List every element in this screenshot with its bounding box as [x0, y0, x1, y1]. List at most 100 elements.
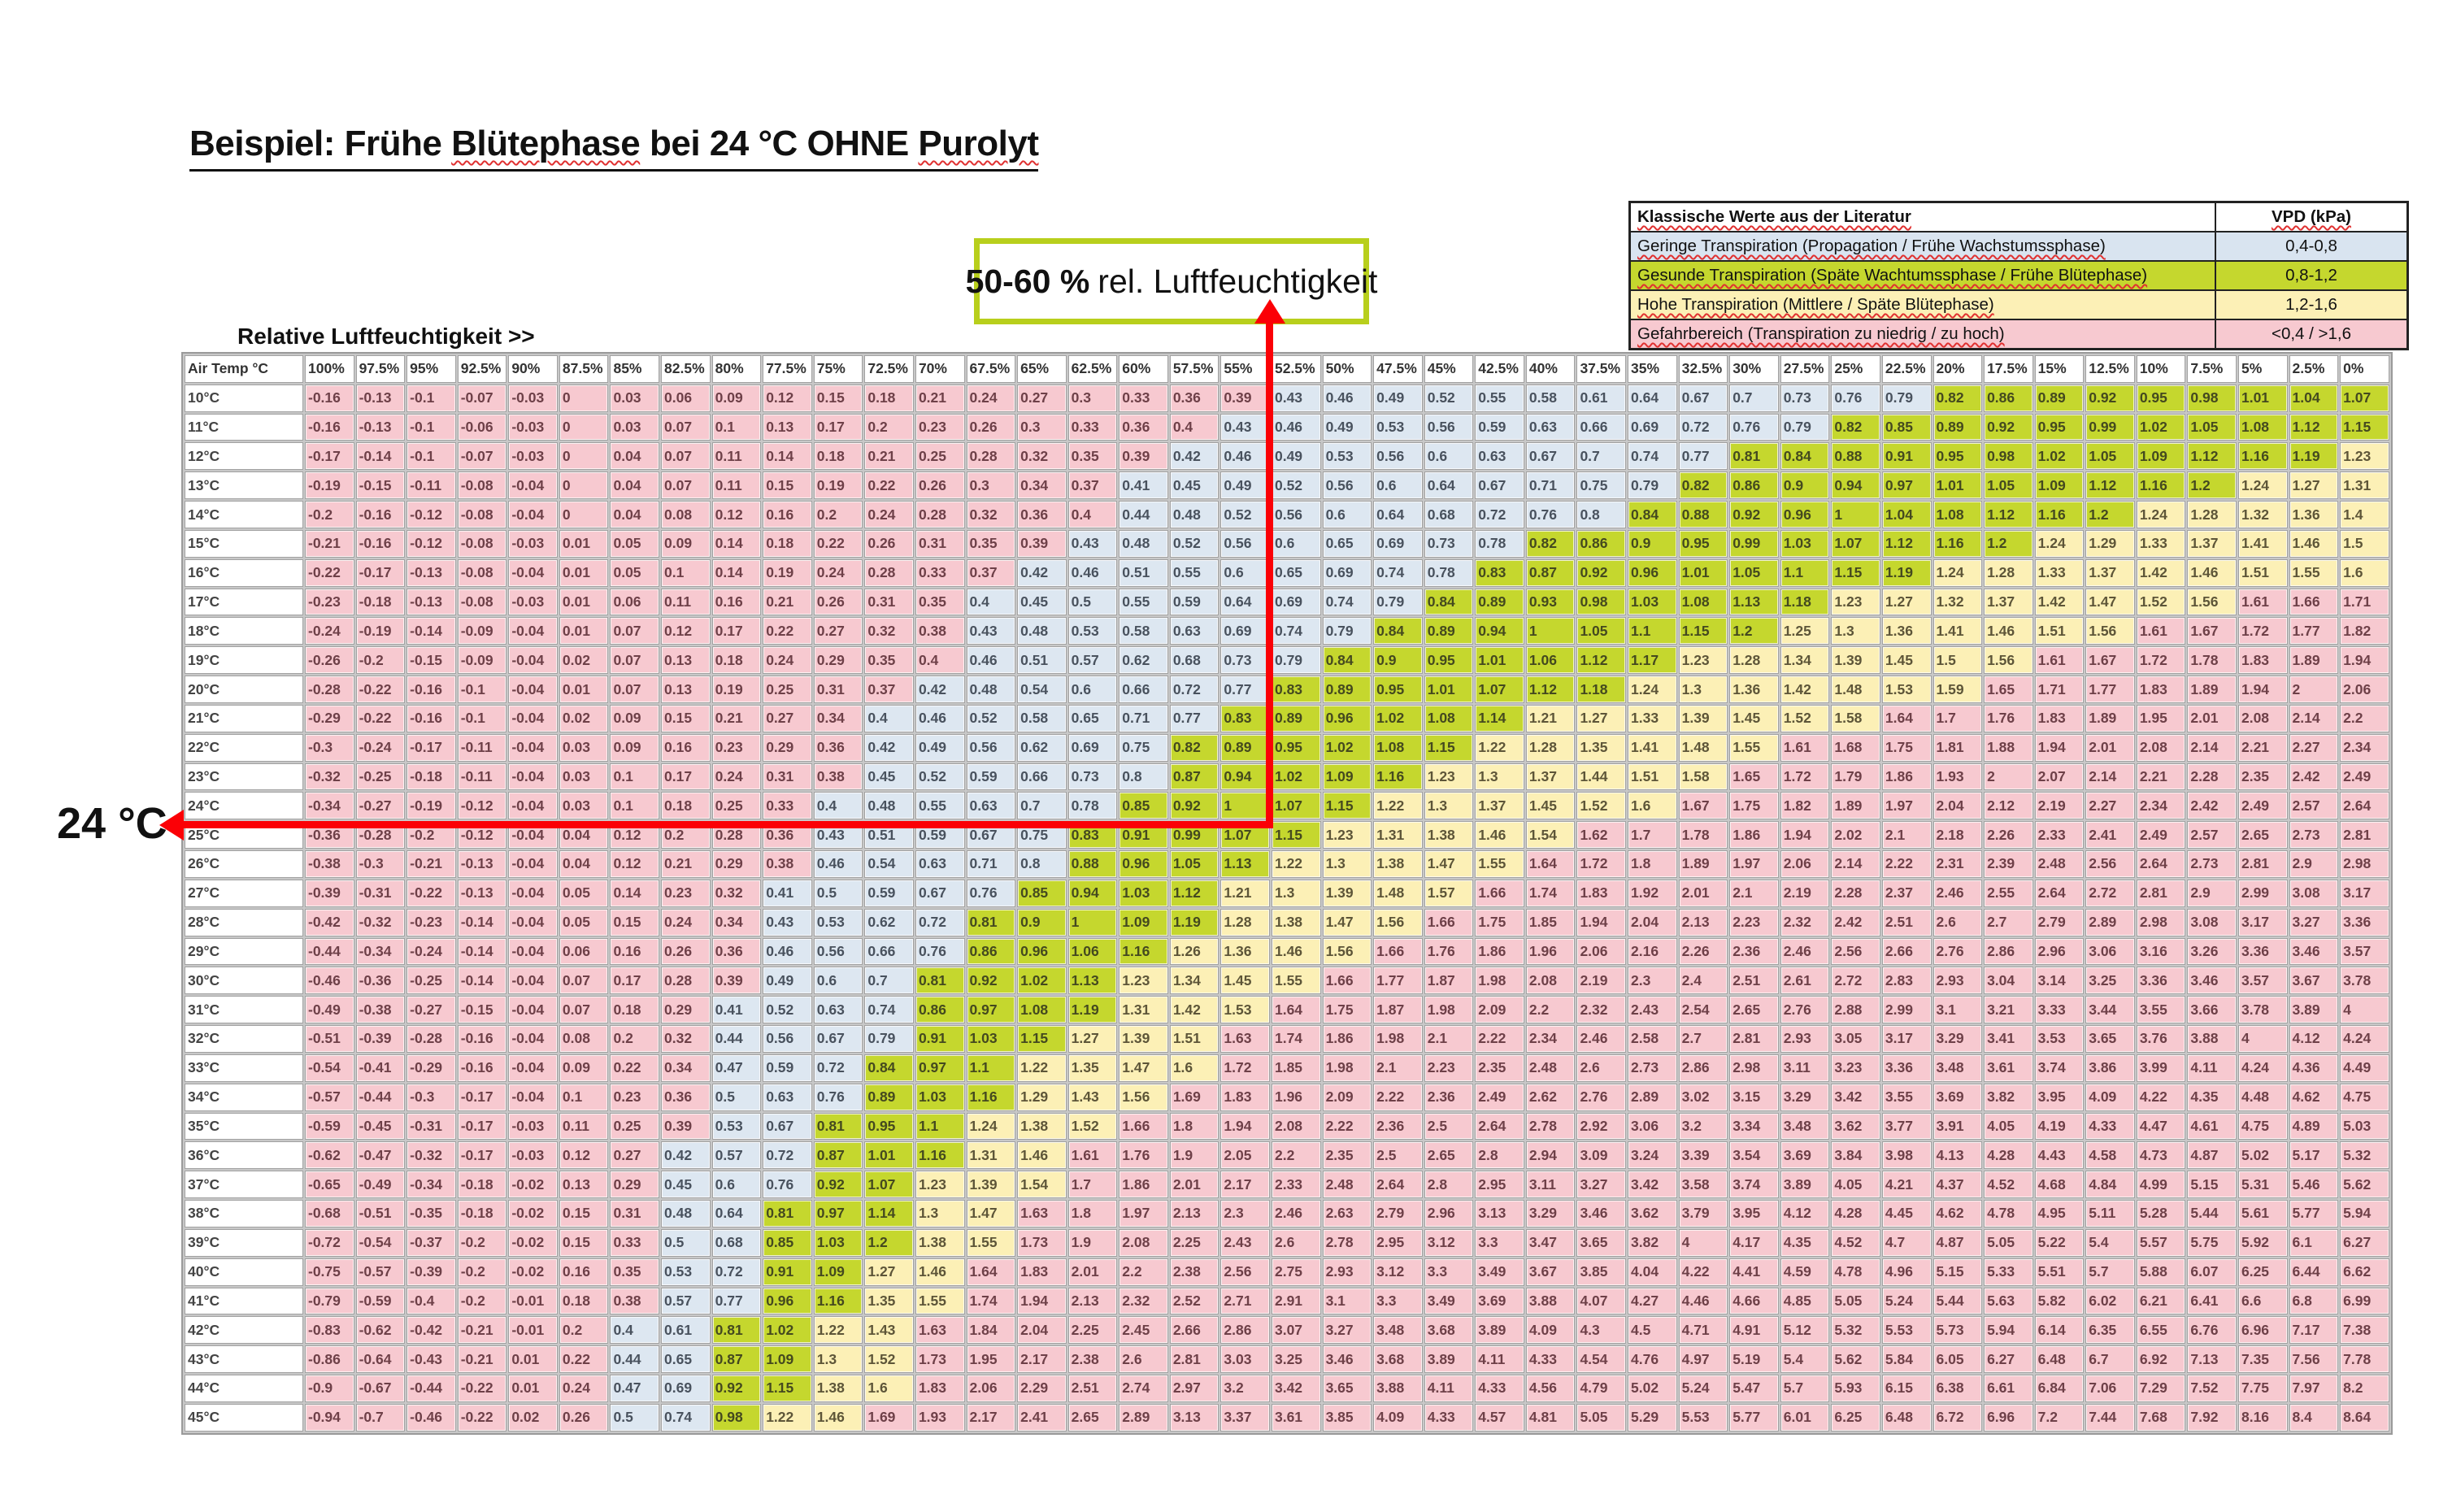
vpd-cell: 0.05	[610, 558, 660, 587]
vpd-cell: 2.2	[1271, 1141, 1321, 1170]
vpd-cell: 3.2	[1220, 1374, 1270, 1402]
vpd-cell: 1.83	[2237, 646, 2288, 675]
vpd-cell: 4.28	[1984, 1141, 2033, 1170]
vpd-cell: 2	[1984, 763, 2033, 791]
vpd-cell: 0.6	[1220, 558, 1270, 587]
vpd-cell: 0.37	[966, 558, 1016, 587]
vpd-col-header: 57.5%	[1169, 355, 1220, 383]
vpd-cell: 0.33	[610, 1228, 660, 1257]
vpd-row: 30°C -0.46 -0.36 -0.25 -0.14 -0.04 0.07 0.17 0.2…	[185, 967, 2389, 995]
vpd-cell: -0.9	[305, 1374, 354, 1402]
vpd-cell: 5.31	[2237, 1171, 2288, 1199]
temp-24c-label: 24 °C	[57, 799, 167, 848]
vpd-cell: -0.08	[457, 501, 507, 528]
vpd-row-header: 20°C	[185, 676, 303, 703]
vpd-cell: 0.35	[864, 646, 914, 675]
legend-value: 0,4-0,8	[2215, 231, 2409, 262]
vpd-cell: 2.99	[1881, 996, 1932, 1024]
vpd-cell: 6.48	[1881, 1403, 1932, 1432]
vpd-cell: 0.07	[610, 617, 660, 645]
vpd-cell: 1.16	[813, 1287, 863, 1315]
vpd-cell: 2.14	[2085, 763, 2135, 791]
vpd-cell: 0.77	[1678, 442, 1728, 471]
vpd-col-header: 15%	[2034, 355, 2085, 383]
vpd-cell: 1.72	[2237, 617, 2288, 645]
vpd-cell: 1.19	[1169, 908, 1220, 936]
vpd-cell: 1.55	[2289, 558, 2339, 587]
vpd-cell: 1.24	[2034, 529, 2085, 558]
vpd-cell: 3.74	[2034, 1054, 2085, 1082]
vpd-cell: 0.76	[1525, 501, 1576, 528]
vpd-cell: 0.94	[1220, 763, 1270, 791]
vpd-cell: 0.36	[1017, 501, 1067, 528]
vpd-cell: 2.99	[2237, 879, 2288, 907]
vpd-cell: 2.93	[1780, 1025, 1830, 1053]
vpd-cell: 4.33	[1525, 1345, 1576, 1373]
vpd-col-header: 90%	[508, 355, 558, 383]
vpd-cell: 0.16	[559, 1258, 609, 1286]
vpd-cell: 1.73	[915, 1345, 965, 1373]
vpd-cell: 1.64	[1881, 704, 1932, 732]
vpd-cell: 2.08	[2136, 733, 2186, 762]
vpd-cell: 0.92	[2085, 384, 2135, 412]
vpd-cell: 3.67	[1525, 1258, 1576, 1286]
vpd-cell: 0.2	[559, 1316, 609, 1345]
vpd-cell: 1.05	[2187, 413, 2237, 441]
vpd-cell: 2.66	[1881, 937, 1932, 966]
vpd-cell: 1.3	[1271, 879, 1321, 907]
vpd-cell: 1.78	[2187, 646, 2237, 675]
vpd-row: 42°C -0.83 -0.62 -0.42 -0.21 -0.01 0.2 0.4 0.61 0…	[185, 1316, 2389, 1345]
vpd-row: 34°C -0.57 -0.44 -0.3 -0.17 -0.04 0.1 0.23 0.36 0…	[185, 1083, 2389, 1111]
vpd-cell: 0.48	[1017, 617, 1067, 645]
vpd-cell: 0.52	[915, 763, 965, 791]
title-word-bluetephase: Blütephase	[451, 124, 641, 163]
vpd-cell: 5.02	[2237, 1141, 2288, 1170]
vpd-cell: 0.23	[661, 879, 711, 907]
vpd-cell: 2.1	[1881, 821, 1932, 849]
vpd-cell: 0.89	[864, 1083, 914, 1111]
vpd-cell: -0.04	[508, 1025, 558, 1053]
vpd-cell: 4.45	[1881, 1200, 1932, 1227]
vpd-cell: 4.54	[1576, 1345, 1627, 1373]
vpd-cell: 5.61	[2237, 1200, 2288, 1227]
vpd-cell: 1.48	[1831, 676, 1880, 703]
vpd-row: 40°C -0.75 -0.57 -0.39 -0.2 -0.02 0.16 0.35 0.53…	[185, 1258, 2389, 1286]
vpd-cell: 0.63	[1475, 442, 1524, 471]
legend-label: Hohe Transpiration (Mittlere / Späte Blü…	[1628, 289, 2216, 320]
vpd-cell: 0.13	[559, 1171, 609, 1199]
vpd-cell: 1.22	[1271, 850, 1321, 878]
vpd-cell: -0.2	[305, 501, 354, 528]
vpd-cell: 1.53	[1881, 676, 1932, 703]
vpd-cell: 0.59	[864, 879, 914, 907]
vpd-cell: 1.94	[1220, 1112, 1270, 1141]
vpd-cell: -0.04	[508, 676, 558, 703]
vpd-col-header: 92.5%	[457, 355, 507, 383]
vpd-cell: 1.24	[2237, 471, 2288, 500]
vpd-cell: 4.62	[1933, 1200, 1983, 1227]
vpd-cell: -0.23	[305, 588, 354, 616]
vpd-cell: 2.43	[1220, 1228, 1270, 1257]
vpd-cell: 0.46	[1220, 442, 1270, 471]
vpd-row-header: 24°C	[185, 792, 303, 820]
vpd-cell: 3.77	[1881, 1112, 1932, 1141]
vpd-cell: 0.66	[1017, 763, 1067, 791]
vpd-cell: 5.63	[1984, 1287, 2033, 1315]
vpd-cell: 4.61	[2187, 1112, 2237, 1141]
vpd-cell: 2.81	[2136, 879, 2186, 907]
vpd-cell: 1.28	[1729, 646, 1779, 675]
vpd-cell: 1.71	[2340, 588, 2389, 616]
vpd-cell: 2.19	[1576, 967, 1627, 995]
vpd-cell: 0.13	[661, 646, 711, 675]
vpd-cell: 3.79	[1678, 1200, 1728, 1227]
vpd-cell: 0.23	[610, 1083, 660, 1111]
vpd-cell: 0.53	[711, 1112, 762, 1141]
vpd-cell: 2.22	[1373, 1083, 1423, 1111]
vpd-cell: 5.17	[2289, 1141, 2339, 1170]
vpd-cell: 0.77	[1169, 704, 1220, 732]
vpd-cell: 1.72	[1220, 1054, 1270, 1082]
vpd-cell: 0.72	[1475, 501, 1524, 528]
vpd-cell: 3.23	[1831, 1054, 1880, 1082]
vpd-cell: 1.66	[2289, 588, 2339, 616]
vpd-cell: 1.05	[2085, 442, 2135, 471]
vpd-cell: 2.65	[2237, 821, 2288, 849]
